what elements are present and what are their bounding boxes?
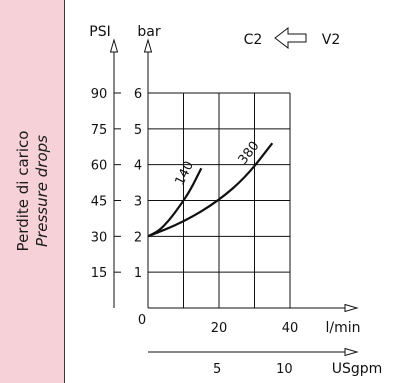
series-label-380: 380	[236, 139, 263, 168]
bar-tick-label: 2	[134, 230, 142, 245]
psi-tick-label: 15	[91, 266, 108, 281]
usgpm-tick-label: 5	[213, 362, 221, 377]
usgpm-axis-arrow	[344, 347, 359, 357]
legend-c2-label: C2	[244, 32, 263, 48]
psi-tick-label: 45	[91, 195, 108, 210]
side-panel: Perdite di carico Pressure drops	[0, 0, 65, 383]
axes	[109, 38, 359, 357]
lmin-axis-label: l/min	[325, 320, 360, 336]
bar-tick-label: 3	[134, 195, 142, 210]
bar-tick-label: 1	[134, 266, 142, 281]
bar-axis-label: bar	[137, 24, 160, 40]
psi-tick-label: 75	[91, 123, 108, 138]
bar-axis-arrow	[143, 38, 153, 53]
psi-tick-label: 90	[91, 87, 108, 102]
usgpm-axis-label: USgpm	[332, 361, 383, 377]
lmin-tick-label: 40	[282, 321, 299, 336]
legend-v2-label: V2	[322, 32, 340, 48]
bar-tick-label: 4	[134, 159, 142, 174]
lmin-tick-label: 20	[211, 321, 228, 336]
axis-labels: PSI bar l/min USgpm	[89, 24, 382, 377]
lmin-tick-label: 0	[138, 313, 146, 328]
bar-tick-label: 5	[134, 123, 142, 138]
lmin-axis-arrow	[344, 303, 359, 313]
psi-tick-label: 30	[91, 230, 108, 245]
psi-axis-arrow	[109, 38, 119, 53]
series-line-380	[147, 142, 274, 238]
bar-tick-label: 6	[134, 87, 142, 102]
flow-arrow-icon	[274, 26, 307, 50]
flow-direction-legend: C2 V2	[244, 26, 340, 50]
psi-tick-label: 60	[91, 159, 108, 174]
usgpm-tick-label: 10	[276, 362, 293, 377]
psi-axis-label: PSI	[89, 24, 110, 40]
